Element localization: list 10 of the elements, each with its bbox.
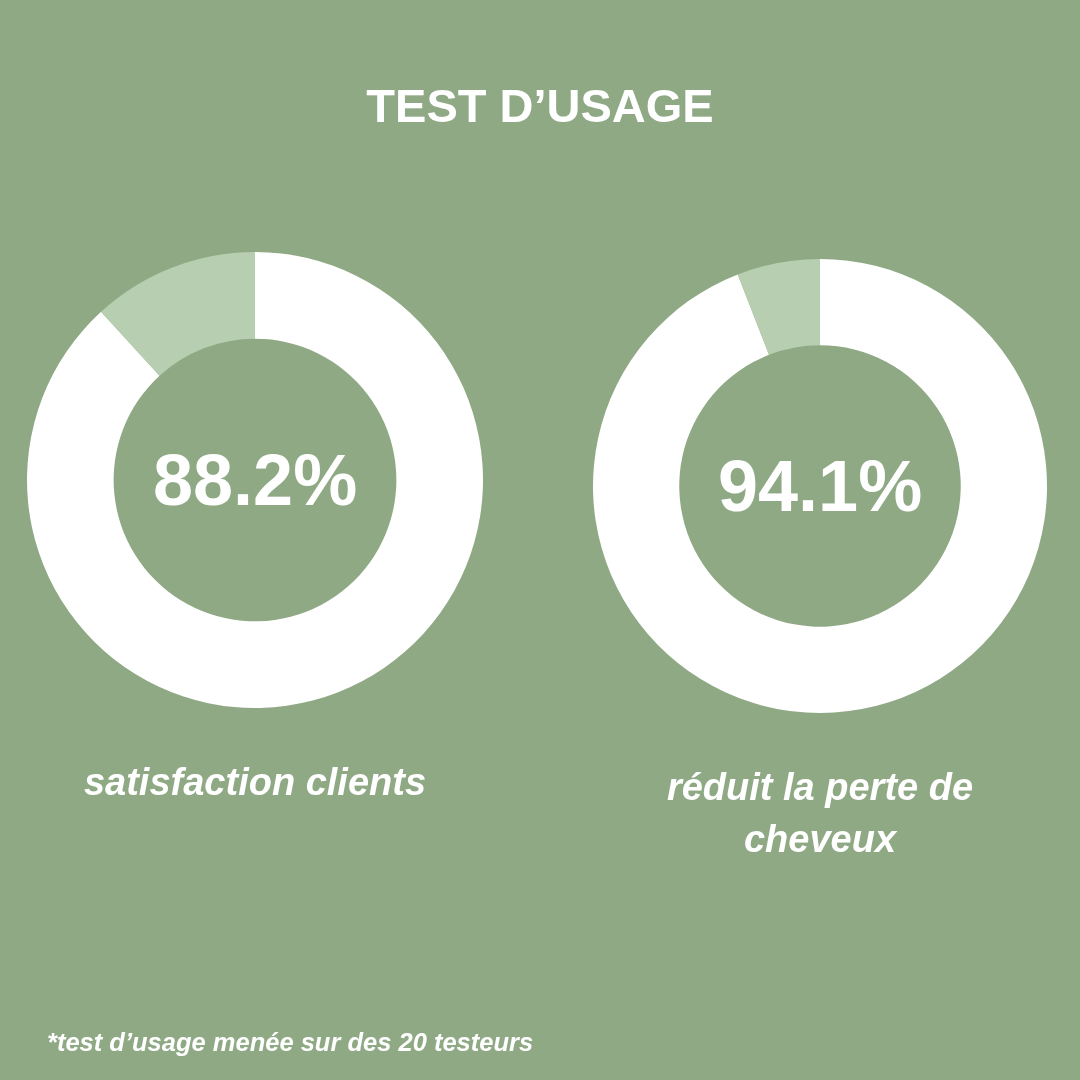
text: satisfaction clients: [82, 760, 428, 805]
text: *test d’usage menée sur des 20 testeurs: [47, 1027, 534, 1057]
donut-slice: [101, 252, 255, 376]
data-label: 88.2%: [153, 440, 358, 520]
donut-slice: [593, 259, 1047, 713]
data-label: 94.1%: [718, 446, 923, 526]
text: TEST D’USAGE: [365, 78, 715, 134]
donut-slice: [737, 259, 820, 355]
donut-slice: [27, 252, 483, 708]
text: réduit la perte de cheveux: [665, 765, 975, 862]
